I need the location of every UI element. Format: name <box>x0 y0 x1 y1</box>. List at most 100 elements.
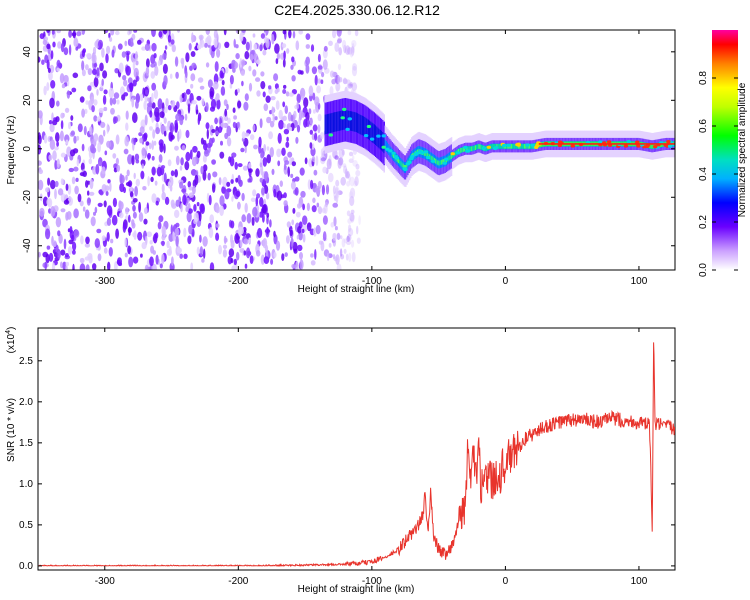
noise-blob <box>303 97 309 108</box>
noise-blob <box>134 153 140 161</box>
noise-blob <box>99 190 104 196</box>
noise-blob <box>265 38 270 49</box>
ridge-peak <box>506 143 508 149</box>
noise-blob <box>175 155 180 166</box>
noise-blob <box>50 179 56 190</box>
noise-blob <box>70 115 74 121</box>
ridge-peak <box>426 152 429 158</box>
noise-blob <box>302 215 308 225</box>
noise-blob <box>132 79 137 87</box>
noise-blob <box>349 176 355 187</box>
ridge-peak <box>438 160 441 166</box>
ridge-spot <box>376 134 381 138</box>
noise-blob <box>154 232 159 239</box>
noise-blob <box>221 79 225 86</box>
noise-blob <box>178 128 182 139</box>
noise-blob <box>87 85 92 92</box>
noise-blob <box>175 199 180 207</box>
x-tick-label: 100 <box>631 576 648 587</box>
noise-blob <box>309 142 313 149</box>
ridge-spot <box>345 127 350 131</box>
noise-blob <box>185 88 191 95</box>
noise-blob <box>268 131 273 140</box>
noise-blob <box>321 184 325 196</box>
ridge-peak <box>480 144 483 150</box>
y-tick-label: 2.0 <box>19 397 33 408</box>
noise-blob <box>127 77 133 84</box>
colorbar-tick-label: 0.2 <box>698 215 709 229</box>
noise-blob <box>106 140 112 148</box>
noise-blob <box>79 200 84 207</box>
noise-blob <box>205 30 211 35</box>
noise-blob <box>56 30 61 34</box>
x-tick-label: -100 <box>362 276 382 287</box>
noise-blob <box>226 137 232 147</box>
noise-blob <box>291 219 295 226</box>
noise-blob <box>159 111 165 118</box>
noise-blob <box>73 135 77 144</box>
noise-blob <box>235 44 239 49</box>
noise-blob <box>339 235 343 240</box>
noise-blob <box>209 87 215 98</box>
noise-blob <box>338 148 345 159</box>
noise-blob <box>215 93 220 101</box>
noise-blob <box>96 116 102 122</box>
ridge-peak <box>521 143 524 149</box>
noise-blob <box>115 228 119 239</box>
noise-blob <box>106 217 112 226</box>
noise-blob <box>151 42 157 52</box>
noise-blob <box>317 65 323 70</box>
ridge-spot <box>525 143 530 147</box>
ridge-spot <box>423 150 429 154</box>
noise-blob <box>347 47 353 55</box>
noise-blob <box>269 110 273 115</box>
noise-blob <box>320 157 326 162</box>
noise-blob <box>289 126 293 131</box>
noise-blob <box>176 30 181 33</box>
noise-blob <box>83 125 87 136</box>
noise-blob <box>109 96 113 106</box>
noise-blob <box>38 169 43 175</box>
noise-blob <box>132 198 138 203</box>
ridge-peak <box>530 143 532 149</box>
noise-blob <box>196 109 199 115</box>
noise-blob <box>128 30 132 35</box>
noise-blob <box>56 249 61 260</box>
noise-blob <box>259 197 264 207</box>
ridge-spot <box>381 145 386 149</box>
ridge-peak <box>402 163 405 169</box>
snr-scale-exponent: 4 <box>5 330 12 334</box>
noise-blob <box>72 263 75 270</box>
ridge-core <box>385 141 388 152</box>
noise-blob <box>154 65 159 77</box>
noise-blob <box>290 173 294 178</box>
noise-blob <box>58 233 63 244</box>
noise-blob <box>326 158 332 170</box>
noise-blob <box>174 228 180 237</box>
noise-blob <box>218 244 222 255</box>
noise-blob <box>161 234 166 241</box>
noise-blob <box>346 235 350 242</box>
ridge-peak <box>448 155 450 161</box>
ridge-core <box>383 133 385 154</box>
x-tick-label: -200 <box>228 276 248 287</box>
ridge-core <box>378 128 381 149</box>
ridge-peak <box>443 158 446 164</box>
noise-blob <box>259 162 263 168</box>
noise-blob <box>285 141 290 148</box>
noise-blob <box>245 247 251 259</box>
noise-blob <box>97 253 102 262</box>
ridge-peak <box>450 154 453 159</box>
noise-blob <box>202 154 207 163</box>
ridge-spot <box>381 134 386 138</box>
noise-blob <box>45 253 50 264</box>
noise-blob <box>162 52 167 60</box>
colorbar-gradient <box>712 30 738 270</box>
noise-blob <box>162 63 168 74</box>
y-tick-label: 2.5 <box>19 356 33 367</box>
noise-blob <box>348 252 352 262</box>
noise-blob <box>338 47 343 56</box>
noise-blob <box>38 160 42 166</box>
noise-blob <box>129 37 134 47</box>
noise-blob <box>286 136 289 142</box>
